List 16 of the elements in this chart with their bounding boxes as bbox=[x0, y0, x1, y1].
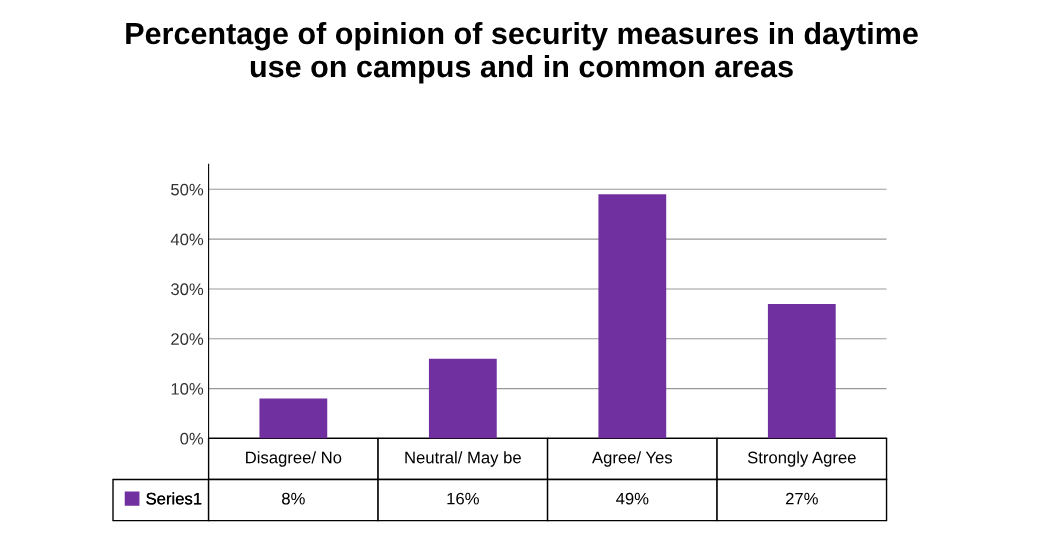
y-tick-label: 10% bbox=[171, 382, 204, 395]
x-tick-label: Neutral/ May be bbox=[405, 451, 521, 467]
y-tick-label: 20% bbox=[171, 333, 204, 345]
data-label: 16% bbox=[447, 492, 479, 505]
legend-label: Series1 bbox=[146, 492, 202, 505]
y-tick-label: 40% bbox=[170, 233, 204, 246]
data-label: 8% bbox=[282, 492, 305, 505]
y-tick-label: 50% bbox=[171, 183, 204, 196]
y-tick-label: 30% bbox=[171, 283, 204, 296]
y-tick-label: 0% bbox=[180, 432, 204, 445]
data-label: 27% bbox=[785, 492, 818, 505]
x-tick-label: Agree/ Yes bbox=[592, 451, 673, 467]
data-label: 49% bbox=[616, 492, 649, 505]
chart-title: Percentage of opinion of security measures in daytime use on campus and in common areas bbox=[126, 21, 918, 84]
x-tick-label: Disagree/ No bbox=[246, 451, 342, 467]
x-tick-label: Strongly Agree bbox=[747, 451, 856, 467]
